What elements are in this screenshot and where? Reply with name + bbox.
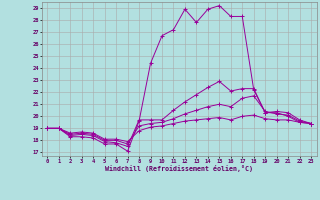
X-axis label: Windchill (Refroidissement éolien,°C): Windchill (Refroidissement éolien,°C): [105, 165, 253, 172]
